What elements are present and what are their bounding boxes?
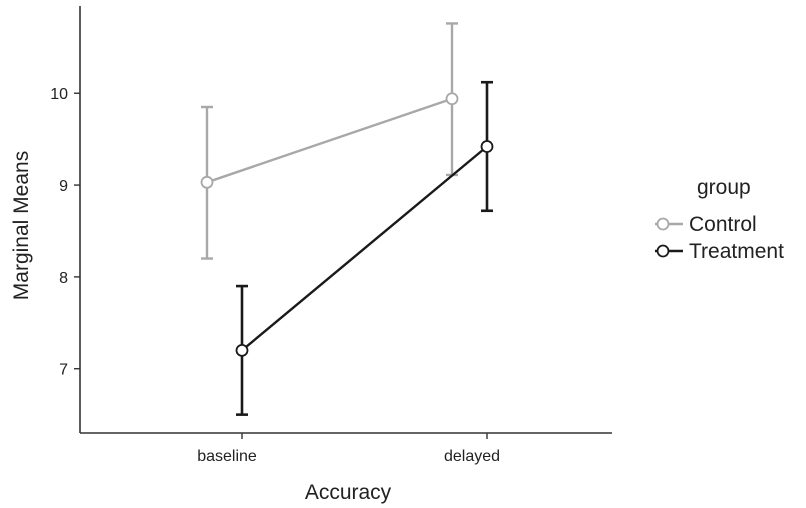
legend-item-control: Control bbox=[655, 213, 757, 236]
x-tick-label: delayed bbox=[444, 448, 500, 465]
y-tick-label: 8 bbox=[59, 270, 68, 287]
series-line bbox=[206, 97, 453, 184]
data-point bbox=[445, 92, 459, 106]
x-tick-label: baseline bbox=[197, 448, 257, 465]
y-tick-label: 10 bbox=[50, 86, 68, 103]
data-point bbox=[200, 175, 214, 189]
legend-title: group bbox=[697, 176, 751, 199]
chart-marks bbox=[200, 22, 494, 416]
series-line bbox=[241, 145, 488, 352]
legend-label: Control bbox=[689, 213, 757, 236]
y-tick-label: 9 bbox=[59, 178, 68, 195]
y-tick-label: 7 bbox=[59, 362, 68, 379]
legend-item-treatment: Treatment bbox=[655, 240, 784, 263]
legend-key-point bbox=[656, 244, 670, 258]
series-control bbox=[200, 22, 459, 260]
legend-key-point bbox=[656, 217, 670, 231]
data-point bbox=[235, 343, 249, 357]
axes: 7 8 9 10 baseline delayed bbox=[50, 6, 612, 465]
legend: group Control Treatment bbox=[655, 176, 784, 263]
x-axis-title: Accuracy bbox=[305, 481, 392, 504]
y-axis-title: Marginal Means bbox=[10, 151, 33, 300]
legend-label: Treatment bbox=[689, 240, 784, 263]
data-point bbox=[480, 140, 494, 153]
series-treatment bbox=[235, 80, 494, 416]
